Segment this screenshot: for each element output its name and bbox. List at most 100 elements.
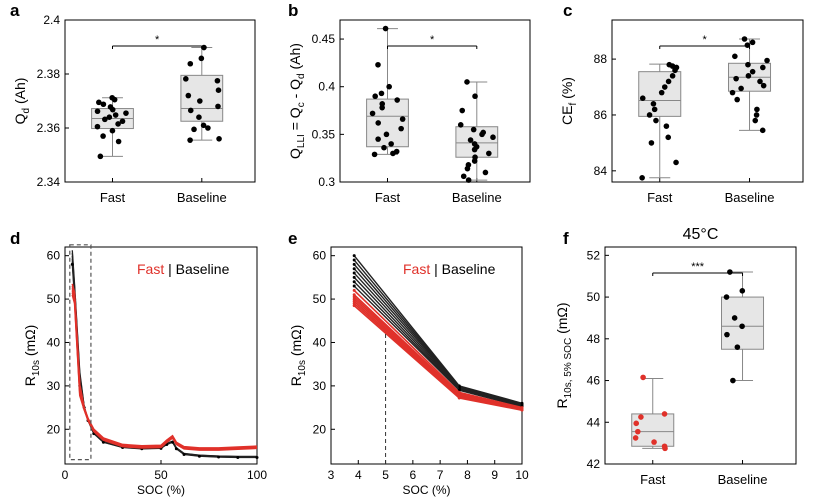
baseline-marker-e <box>352 280 356 284</box>
data-point-a <box>94 123 101 130</box>
data-point-b <box>390 150 396 157</box>
data-point-a <box>187 60 194 67</box>
ylabel-suffix: (Ah) <box>12 78 28 108</box>
data-point-c <box>653 117 659 124</box>
ylabel-main: R <box>554 398 570 408</box>
xtick-label-e: 10 <box>515 468 529 482</box>
ylabel-main: Q <box>287 148 303 159</box>
legend-baseline: | Baseline <box>430 261 495 277</box>
ylabel-suffix: (mΩ) <box>288 325 304 360</box>
ylabel-suffix: (mΩ) <box>22 325 38 360</box>
ylabel-main: R <box>22 376 38 386</box>
ylabel-e: R10s (mΩ) <box>288 325 308 387</box>
ytick-label-d: 40 <box>47 335 61 349</box>
data-point-c <box>658 89 665 96</box>
ylabel-sub: 10s <box>297 360 308 376</box>
data-point-b <box>472 93 478 100</box>
data-point-a <box>187 137 193 143</box>
ylabel-main: CE <box>559 106 575 125</box>
ytick-label-f: 42 <box>587 457 601 471</box>
ytick-label-e: 30 <box>313 379 327 393</box>
baseline-marker-d <box>197 454 201 458</box>
fast-marker-e <box>520 408 524 412</box>
data-point-a <box>109 106 116 113</box>
data-point-a <box>109 127 116 134</box>
baseline-marker-e <box>352 284 356 288</box>
data-point-a <box>94 108 101 115</box>
data-point-a <box>191 126 197 133</box>
ytick-label-a: 2.34 <box>37 175 61 189</box>
baseline-marker-e <box>352 262 356 266</box>
xtick-label-e: 4 <box>355 468 362 482</box>
data-point-a <box>115 121 121 127</box>
data-point-a <box>183 76 189 82</box>
panel-label-d: d <box>10 229 20 248</box>
fast-marker-e <box>457 396 461 400</box>
panel-label-f: f <box>563 229 569 248</box>
fast-line-d <box>71 285 258 450</box>
fast-line-e <box>353 296 523 410</box>
data-point-b <box>382 25 389 32</box>
data-point-a <box>198 55 205 62</box>
data-point-a <box>196 114 202 120</box>
fast-line-d <box>71 288 258 450</box>
baseline-marker-e <box>352 267 356 271</box>
baseline-marker-e <box>352 275 356 279</box>
data-point-b <box>471 146 478 153</box>
data-point-c <box>663 123 670 129</box>
ylabel-suffix: (%) <box>559 77 575 103</box>
data-point-c <box>639 175 645 181</box>
ytick-label-d: 30 <box>47 379 61 393</box>
data-point-f <box>739 323 745 330</box>
panel-label-c: c <box>563 1 572 20</box>
baseline-line-d <box>71 255 257 458</box>
data-point-b <box>399 116 406 122</box>
legend-baseline: | Baseline <box>164 261 229 277</box>
data-point-b <box>386 83 392 90</box>
panel-label-b: b <box>288 1 298 20</box>
data-point-c <box>665 78 672 85</box>
data-point-f <box>633 420 640 427</box>
xtick-label-c: Fast <box>647 190 673 205</box>
box-a <box>180 74 224 122</box>
ytick-label-e: 50 <box>313 292 327 306</box>
legend-d: Fast | Baseline <box>137 261 230 277</box>
data-point-c <box>749 68 756 75</box>
ytick-label-f: 44 <box>587 415 601 429</box>
data-point-b <box>464 79 470 85</box>
data-point-b <box>371 151 378 158</box>
data-point-f <box>723 294 730 300</box>
data-point-c <box>639 95 646 102</box>
data-point-a <box>123 110 129 116</box>
data-point-b <box>388 141 394 147</box>
fast-line-d <box>71 290 258 451</box>
fast-marker-e <box>352 293 356 297</box>
baseline-marker-d <box>174 447 178 451</box>
data-point-f <box>734 344 741 350</box>
panel-title-f: 45°C <box>683 226 719 243</box>
data-point-a <box>119 118 126 125</box>
data-point-c <box>734 96 740 103</box>
fast-marker-e <box>352 288 356 292</box>
baseline-line-e <box>353 268 523 406</box>
ylabel-f: R10s, 5% SOC (mΩ) <box>554 302 574 408</box>
data-point-f <box>724 331 730 338</box>
data-point-f <box>651 439 657 445</box>
legend-fast: Fast <box>137 261 164 277</box>
xtick-label-e: 3 <box>328 468 335 482</box>
baseline-marker-e <box>352 258 356 262</box>
ytick-label-c: 88 <box>594 52 608 66</box>
significance-mark-f: *** <box>691 261 705 273</box>
ylabel-suffix: (mΩ) <box>554 302 570 337</box>
significance-mark-b: * <box>430 34 435 46</box>
ylabel-b: QLLI = Qc - Qd (Ah) <box>287 43 307 159</box>
ytick-label-d: 50 <box>47 292 61 306</box>
data-point-c <box>760 82 767 89</box>
data-point-c <box>744 42 751 48</box>
data-point-a <box>215 103 221 110</box>
ytick-label-e: 60 <box>313 249 327 263</box>
data-point-c <box>760 64 766 71</box>
ylabel-sub: f <box>568 103 579 106</box>
baseline-marker-e <box>352 254 356 258</box>
xtick-label-f: Fast <box>640 472 666 487</box>
